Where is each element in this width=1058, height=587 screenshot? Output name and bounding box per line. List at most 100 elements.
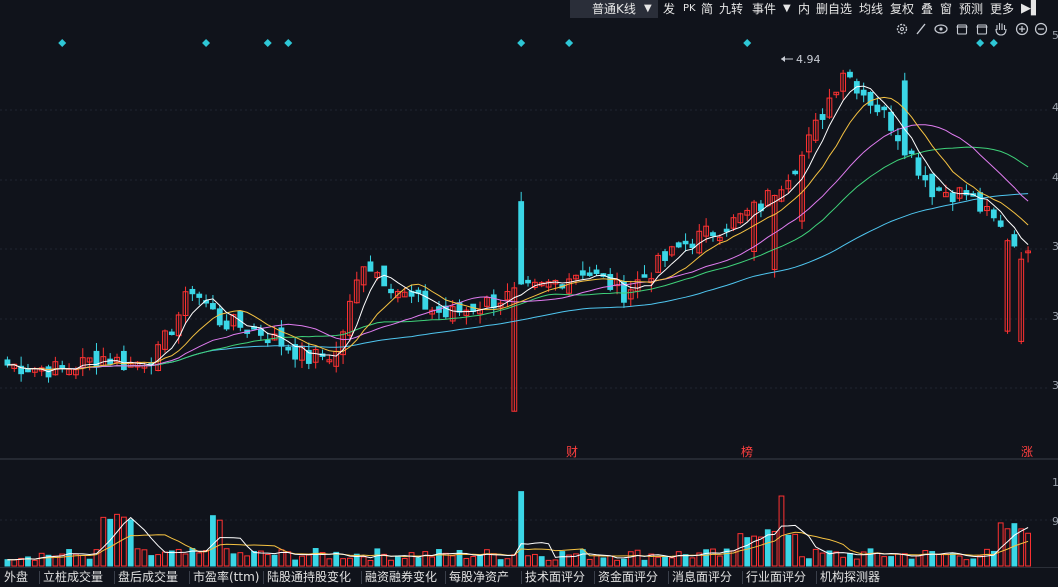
- volume-bar: [764, 529, 771, 567]
- volume-bar: [675, 551, 682, 567]
- volume-bar: [525, 555, 531, 567]
- toolbar-item[interactable]: 删自选: [816, 2, 853, 16]
- candle-body: [120, 350, 127, 371]
- volume-axis-tick: 1: [1052, 476, 1058, 489]
- volume-bar: [573, 553, 579, 567]
- indicator-tab[interactable]: 每股净资产: [449, 570, 510, 584]
- candle-body: [114, 356, 120, 363]
- volume-bar: [305, 554, 312, 567]
- grid-lines: [0, 109, 1050, 389]
- volume-bar: [586, 558, 593, 567]
- indicator-tab[interactable]: 行业面评分: [746, 570, 807, 584]
- volume-bar: [196, 552, 203, 567]
- indicator-tab[interactable]: 外盘: [4, 570, 29, 584]
- hand-icon[interactable]: [995, 23, 1007, 36]
- toolbar-item[interactable]: 事件: [752, 2, 777, 16]
- candle-body: [367, 261, 374, 272]
- volume-bar: [833, 551, 840, 567]
- volume-bar: [449, 555, 456, 567]
- candle-body: [805, 134, 812, 153]
- candle-body: [867, 91, 874, 106]
- volume-bar: [984, 548, 990, 567]
- volume-bar: [31, 559, 38, 567]
- volume-bar: [977, 555, 984, 567]
- price-axis-tick: 3: [1052, 240, 1058, 253]
- kline-chart[interactable]: 4.94 财 榜 涨 5 4 4 3 3 3 1 9: [0, 0, 1058, 567]
- volume-axis-tick: 9: [1052, 515, 1058, 528]
- volume-bar: [292, 559, 299, 567]
- kline-type-select[interactable]: 普通K线 ▼: [570, 0, 658, 18]
- indicator-tab[interactable]: 盘后成交量: [118, 570, 179, 584]
- volume-bar: [114, 513, 120, 567]
- volume-bar: [785, 534, 792, 567]
- toolbar-item[interactable]: 窗: [940, 2, 953, 16]
- toolbar-item[interactable]: 内: [798, 2, 811, 16]
- indicator-tab[interactable]: 技术面评分: [525, 570, 586, 584]
- candle-body: [737, 213, 744, 224]
- volume-bar: [230, 553, 237, 567]
- volume-bar: [155, 554, 162, 567]
- volume-bar: [257, 550, 264, 567]
- volume-bar: [662, 555, 668, 567]
- peak-annotation: 4.94: [781, 53, 821, 66]
- toolbar-item[interactable]: 发: [663, 2, 676, 16]
- pen-icon[interactable]: [916, 23, 926, 35]
- candle-body: [703, 225, 710, 237]
- volume-bar: [744, 537, 751, 567]
- volume-bar: [511, 554, 518, 567]
- price-axis-tick: 5: [1052, 29, 1058, 42]
- zoom-in-icon[interactable]: [1015, 22, 1029, 36]
- icon-shape: [896, 23, 908, 35]
- ma10-line: [7, 96, 1029, 371]
- toolbar-item[interactable]: 预测: [959, 2, 984, 16]
- toolbar-dropdown-icon[interactable]: ▼: [783, 3, 791, 14]
- indicator-tab[interactable]: 资金面评分: [598, 570, 659, 584]
- collapse-panel-icon[interactable]: ▶▌: [1021, 1, 1041, 16]
- candle-body: [607, 274, 614, 290]
- indicator-tab[interactable]: 机构探测器: [820, 570, 881, 584]
- signal-diamond-icon: [58, 39, 67, 47]
- candle-body: [182, 291, 189, 317]
- candle-body: [1004, 240, 1011, 332]
- toolbar-item[interactable]: 更多: [990, 2, 1015, 16]
- tab-divider: [594, 571, 595, 584]
- volume-bar: [1004, 528, 1011, 567]
- trash-icon[interactable]: [976, 24, 988, 35]
- cart-icon[interactable]: [956, 24, 968, 35]
- volume-bar: [758, 536, 764, 567]
- toolbar-item[interactable]: 复权: [890, 2, 915, 16]
- candle-body: [655, 254, 662, 273]
- candle-body: [812, 119, 819, 141]
- candle-body: [86, 357, 93, 363]
- volume-bar: [812, 548, 819, 567]
- signal-diamond-icon: [565, 39, 574, 47]
- volume-bar: [771, 530, 778, 567]
- candle-body: [949, 192, 956, 203]
- candle-body: [18, 365, 25, 375]
- indicator-tab[interactable]: 市盈率(ttm): [193, 570, 260, 584]
- volume-bar: [148, 555, 155, 567]
- toolbar-item[interactable]: 叠: [921, 2, 934, 16]
- candle-body: [25, 368, 31, 373]
- toolbar-item[interactable]: 九转: [719, 2, 744, 16]
- gear-icon[interactable]: [896, 23, 908, 35]
- toolbar-item[interactable]: 简: [701, 2, 714, 16]
- indicator-tab[interactable]: 融资融券变化: [365, 570, 438, 584]
- indicator-tab[interactable]: 立桩成交量: [43, 570, 104, 584]
- volume-bar: [1018, 528, 1025, 567]
- tab-divider: [742, 571, 743, 584]
- toolbar-item[interactable]: 均线: [859, 2, 884, 16]
- arrow-left-icon: [781, 56, 785, 62]
- indicator-tab[interactable]: 陆股通持股变化: [267, 570, 352, 584]
- indicator-tab[interactable]: 消息面评分: [672, 570, 733, 584]
- tab-divider: [668, 571, 669, 584]
- candle-body: [641, 274, 648, 278]
- icon-shape: [1034, 22, 1048, 36]
- toolbar-item[interactable]: PK: [683, 3, 696, 14]
- zoom-out-icon[interactable]: [1034, 22, 1048, 36]
- volume-bar: [326, 558, 333, 567]
- volume-bar: [388, 559, 394, 567]
- volume-bar: [107, 518, 114, 567]
- candle-body: [627, 289, 634, 300]
- eye-icon[interactable]: [934, 24, 948, 34]
